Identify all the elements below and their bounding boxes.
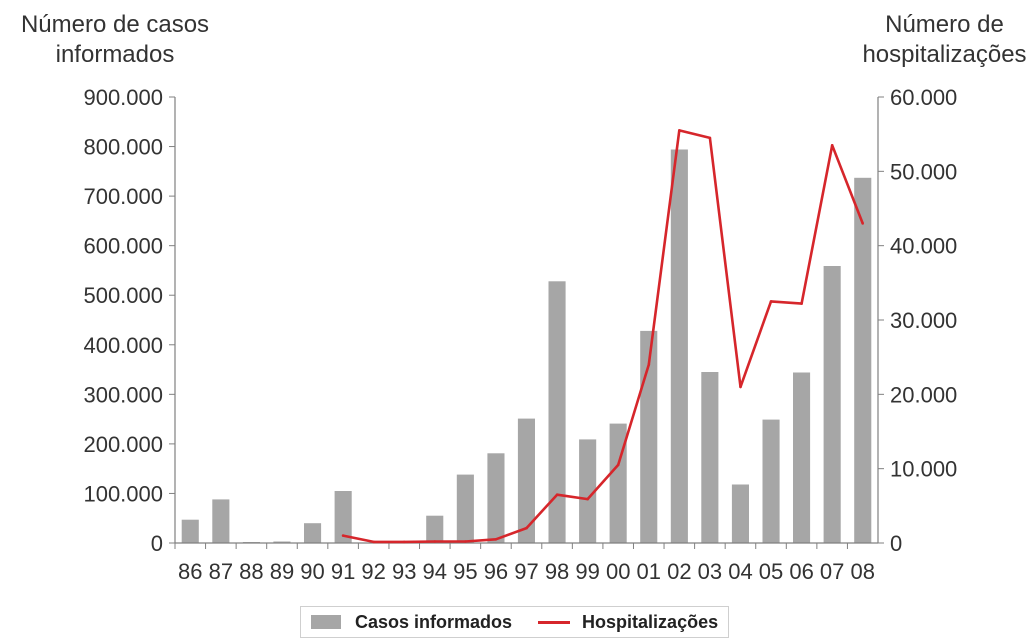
- right-tick-label: 50.000: [890, 159, 957, 184]
- x-tick-label: 99: [575, 559, 599, 584]
- bar-99: [579, 439, 597, 543]
- line-point-02: [678, 129, 681, 132]
- line-point-01: [647, 363, 651, 366]
- right-axis-title-text: Número de hospitalizações: [862, 11, 1027, 68]
- left-tick-label: 600.000: [83, 234, 163, 259]
- right-tick-label: 40.000: [890, 234, 957, 259]
- x-tick-label: 06: [789, 559, 813, 584]
- right-tick-label: 10.000: [890, 457, 957, 482]
- right-tick-label: 30.000: [890, 308, 957, 333]
- bar-03: [701, 372, 719, 543]
- line-point-07: [830, 144, 834, 147]
- right-tick-label: 60.000: [890, 85, 957, 110]
- bar-07: [823, 266, 841, 543]
- x-tick-label: 01: [637, 559, 661, 584]
- left-tick-label: 900.000: [83, 85, 163, 110]
- line-point-98: [555, 493, 559, 497]
- legend-label-hospitalizacoes: Hospitalizações: [582, 611, 719, 632]
- line-point-97: [525, 526, 528, 530]
- right-axis-title: Número de hospitalizações: [857, 10, 1032, 70]
- left-tick-label: 200.000: [83, 432, 163, 457]
- line-point-96: [494, 538, 498, 541]
- x-tick-label: 89: [270, 559, 294, 584]
- x-tick-label: 95: [453, 559, 477, 584]
- x-tick-label: 05: [759, 559, 783, 584]
- left-tick-label: 500.000: [83, 283, 163, 308]
- left-tick-label: 800.000: [83, 135, 163, 160]
- bar-86: [181, 519, 199, 543]
- x-tick-label: 86: [178, 559, 202, 584]
- x-tick-label: 90: [300, 559, 324, 584]
- bar-91: [334, 491, 352, 543]
- line-point-04: [739, 385, 742, 389]
- line-group: [341, 129, 864, 544]
- x-tick-label: 04: [728, 559, 752, 584]
- x-tick-label: 92: [361, 559, 385, 584]
- line-point-03: [708, 136, 712, 140]
- x-tick-label: 87: [209, 559, 233, 584]
- line-point-95: [464, 540, 467, 543]
- bar-95: [456, 474, 474, 543]
- axes-group: [169, 96, 884, 549]
- left-tick-label: 0: [151, 531, 163, 556]
- line-point-93: [402, 540, 406, 544]
- x-tick-label: 88: [239, 559, 263, 584]
- right-tick-label: 0: [890, 531, 902, 556]
- line-point-92: [372, 540, 376, 544]
- right-tick-label: 20.000: [890, 382, 957, 407]
- left-tick-label: 400.000: [83, 333, 163, 358]
- bar-96: [487, 453, 505, 543]
- legend-label-casos: Casos informados: [355, 611, 513, 632]
- left-tick-label: 700.000: [83, 184, 163, 209]
- x-tick-label: 93: [392, 559, 416, 584]
- line-point-06: [800, 302, 803, 305]
- x-tick-label: 00: [606, 559, 630, 584]
- bar-90: [304, 523, 322, 543]
- x-tick-label: 08: [850, 559, 874, 584]
- legend-swatch-line: [538, 620, 571, 624]
- line-hospitalizacoes: [342, 129, 864, 544]
- bar-04: [731, 484, 749, 543]
- bar-97: [517, 418, 535, 543]
- x-tick-label: 07: [820, 559, 844, 584]
- legend-swatch-bar: [311, 615, 341, 629]
- bar-87: [212, 499, 230, 543]
- x-tick-label: 96: [484, 559, 508, 584]
- x-tick-label: 91: [331, 559, 355, 584]
- bar-94: [426, 515, 444, 543]
- legend: Casos informados Hospitalizações: [300, 606, 730, 638]
- bar-05: [762, 419, 780, 543]
- bar-89: [273, 541, 291, 543]
- bar-06: [793, 372, 811, 543]
- bar-02: [670, 149, 688, 543]
- left-axis-title-text: Número de casos informados: [20, 11, 210, 68]
- bar-08: [854, 177, 872, 544]
- left-axis-title: Número de casos informados: [10, 10, 220, 70]
- left-tick-label: 300.000: [83, 382, 163, 407]
- line-point-91: [341, 534, 345, 537]
- bars-group: [181, 149, 872, 544]
- x-tick-label: 98: [545, 559, 569, 584]
- x-tick-label: 97: [514, 559, 538, 584]
- line-point-94: [433, 540, 437, 543]
- x-tick-label: 03: [698, 559, 722, 584]
- bar-01: [640, 330, 658, 543]
- left-tick-label: 100.000: [83, 481, 163, 506]
- ticks-group: 0 100.000 200.000 300.000 400.000 500.000 600.…: [83, 85, 957, 584]
- line-point-00: [616, 463, 620, 467]
- x-tick-label: 02: [667, 559, 691, 584]
- line-point-08: [861, 222, 864, 225]
- x-tick-label: 94: [423, 559, 447, 584]
- line-point-99: [586, 497, 589, 501]
- bar-98: [548, 281, 566, 543]
- line-point-05: [769, 300, 773, 303]
